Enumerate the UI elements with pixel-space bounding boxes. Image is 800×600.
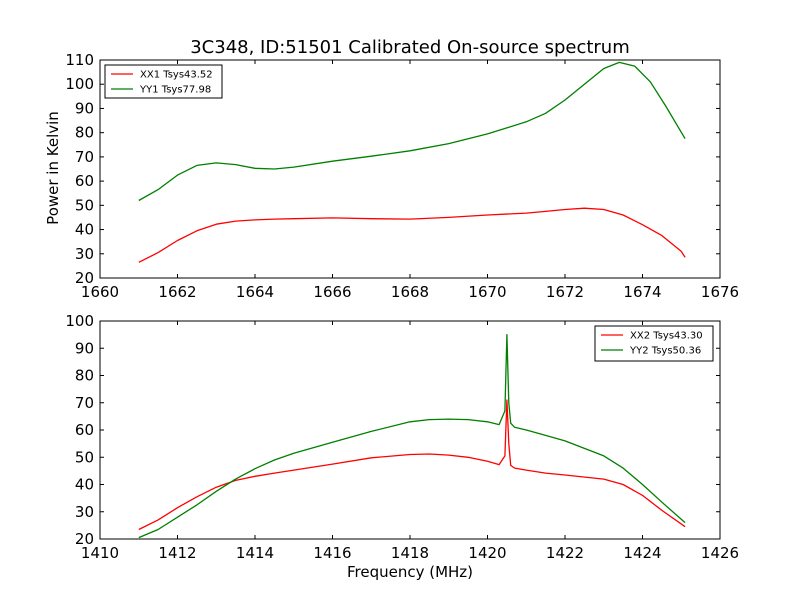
top-panel: 1660 1662 1664 1666 1668 1670 1672 1674 1676 20 30…	[65, 51, 739, 301]
p1-x-tick-label: 1664	[236, 283, 274, 301]
p2-x-tick-label: 1426	[701, 544, 739, 562]
p1-y-tick-label: 20	[75, 269, 94, 287]
p1-x-tick-label: 1670	[468, 283, 506, 301]
p2-series-2-line	[138, 333, 686, 539]
p2-x-tick-label: 1424	[623, 544, 661, 562]
p1-y-tick-label: 110	[65, 51, 94, 69]
x-axis-label: Frequency (MHz)	[347, 563, 473, 581]
p1-y-tick-label: 80	[75, 124, 94, 142]
p1-series-2-line	[138, 61, 686, 202]
p2-y-tick-label: 100	[65, 312, 94, 330]
chart-title: 3C348, ID:51501 Calibrated On-source spe…	[190, 37, 630, 58]
p2-legend-label-2: YY2 Tsys50.36	[629, 346, 701, 357]
p1-legend-box	[104, 64, 223, 99]
p1-x-tick-label: 1660	[81, 283, 119, 301]
p1-x-tick-label: 1676	[701, 283, 739, 301]
y-axis-label: Power in Kelvin	[44, 111, 62, 225]
p1-y-tick-label: 50	[75, 196, 94, 214]
p1-y-tick-label: 60	[75, 172, 94, 190]
p1-y-tick-label: 30	[75, 245, 94, 263]
p2-x-tick-label: 1422	[546, 544, 584, 562]
p2-y-tick-label: 20	[75, 530, 94, 548]
p2-legend-label-1: XX2 Tsys43.30	[630, 331, 703, 342]
bottom-panel: 1410 1412 1414 1416 1418 1420 1422 1424 1426 20 30…	[65, 312, 739, 562]
p2-y-tick-label: 30	[75, 503, 94, 521]
p2-x-tick-label: 1416	[313, 544, 351, 562]
p2-y-tick-label: 80	[75, 367, 94, 385]
p1-x-tick-label: 1662	[158, 283, 196, 301]
p2-x-tick-label: 1414	[236, 544, 274, 562]
p2-x-tick-label: 1412	[158, 544, 196, 562]
p2-x-tick-label: 1420	[468, 544, 506, 562]
p2-x-tick-label: 1410	[81, 544, 119, 562]
p2-y-tick-label: 90	[75, 339, 94, 357]
p1-x-tick-label: 1672	[546, 283, 584, 301]
p1-legend-label-2: YY1 Tsys77.98	[139, 85, 211, 96]
p1-y-tick-label: 90	[75, 99, 94, 117]
p2-legend-box	[594, 325, 714, 362]
p1-x-tick-label: 1674	[623, 283, 661, 301]
p1-y-tick-label: 70	[75, 148, 94, 166]
p2-x-tick-label: 1418	[391, 544, 429, 562]
p1-x-tick-label: 1666	[313, 283, 351, 301]
p2-y-tick-label: 40	[75, 476, 94, 494]
p1-legend: XX1 Tsys43.52 YY1 Tsys77.98	[104, 64, 223, 99]
p1-series-1-line	[138, 207, 686, 263]
p2-y-tick-label: 60	[75, 421, 94, 439]
p1-x-tick-label: 1668	[391, 283, 429, 301]
p1-legend-label-1: XX1 Tsys43.52	[140, 70, 213, 81]
p2-y-tick-label: 50	[75, 448, 94, 466]
p1-y-tick-label: 40	[75, 221, 94, 239]
p2-y-tick-label: 70	[75, 394, 94, 412]
p1-y-tick-label: 100	[65, 75, 94, 93]
p2-legend: XX2 Tsys43.30 YY2 Tsys50.36	[594, 325, 714, 362]
